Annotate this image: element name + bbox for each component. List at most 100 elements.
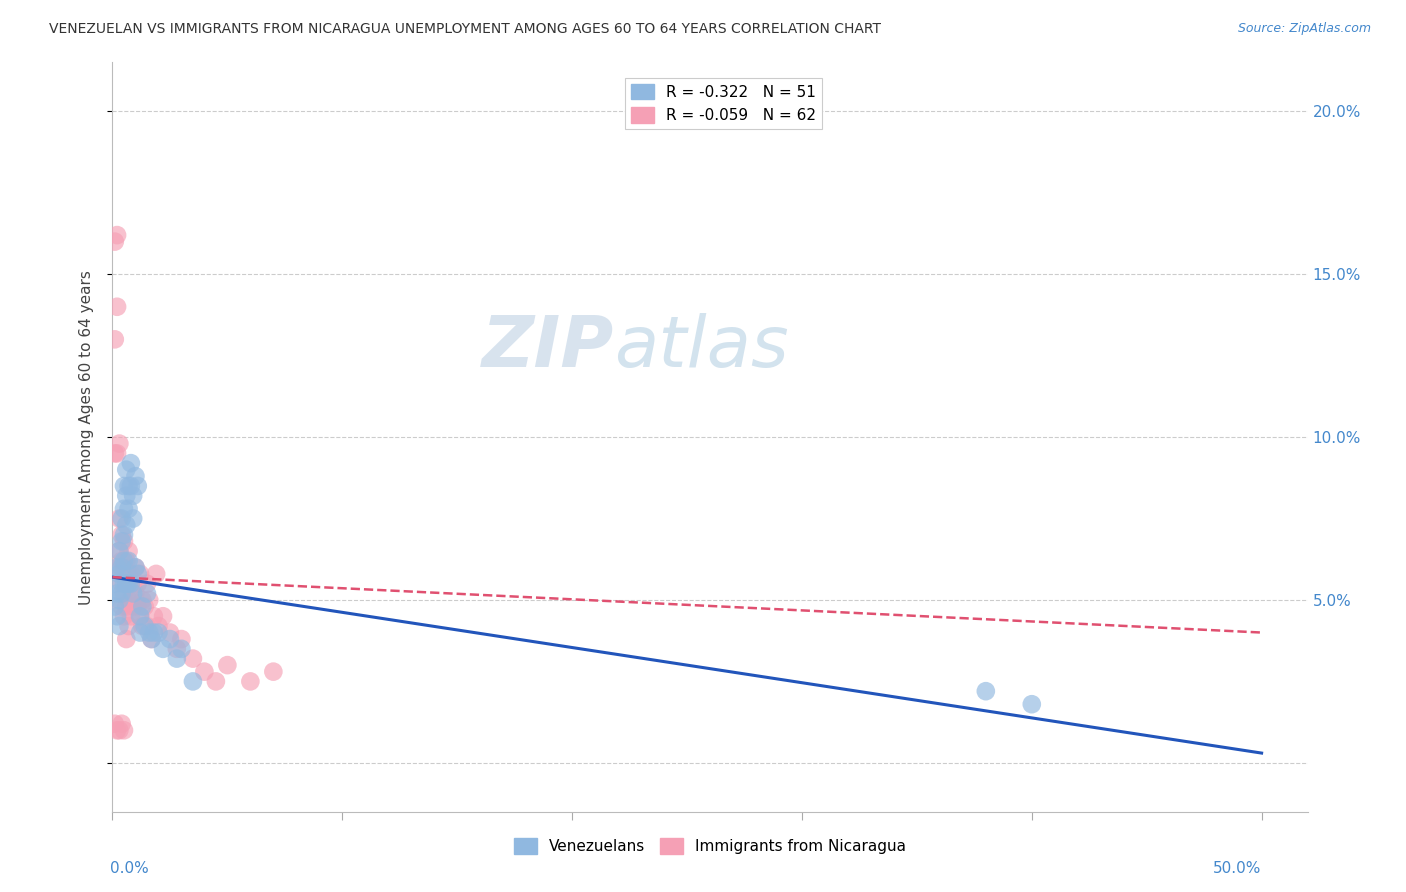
Point (129, 609, 152, 624)
Point (129, 625, 152, 640)
Y-axis label: Unemployment Among Ages 60 to 64 years: Unemployment Among Ages 60 to 64 years (79, 269, 94, 605)
Point (152, 609, 174, 624)
Point (148, 625, 170, 640)
Point (129, 566, 152, 581)
Point (117, 619, 139, 633)
Point (131, 599, 153, 614)
Text: ZIP: ZIP (482, 313, 614, 382)
Point (117, 479, 139, 493)
Point (112, 501, 135, 516)
Point (129, 609, 152, 624)
Point (108, 566, 131, 581)
Point (105, 586, 128, 600)
Point (108, 544, 131, 558)
Point (159, 625, 181, 640)
Point (108, 593, 131, 607)
Point (141, 632, 163, 646)
Point (142, 625, 165, 640)
Point (127, 576, 149, 591)
Legend: Venezuelans, Immigrants from Nicaragua: Venezuelans, Immigrants from Nicaragua (508, 832, 912, 860)
Point (112, 576, 135, 591)
Point (115, 576, 138, 591)
Text: VENEZUELAN VS IMMIGRANTS FROM NICARAGUA UNEMPLOYMENT AMONG AGES 60 TO 64 YEARS C: VENEZUELAN VS IMMIGRANTS FROM NICARAGUA … (49, 22, 882, 37)
Point (193, 665, 215, 679)
Point (104, 716, 127, 731)
Point (127, 566, 149, 581)
Point (112, 479, 135, 493)
Text: 50.0%: 50.0% (1213, 861, 1261, 876)
Point (112, 586, 135, 600)
Point (170, 632, 193, 646)
Point (105, 300, 128, 314)
Point (115, 489, 138, 503)
Point (152, 641, 174, 656)
Point (127, 479, 149, 493)
Point (124, 560, 146, 574)
Point (262, 665, 284, 679)
Point (122, 489, 145, 503)
Point (181, 651, 204, 665)
Text: 0.0%: 0.0% (110, 861, 149, 876)
Point (105, 609, 128, 624)
Point (122, 586, 145, 600)
Point (117, 593, 139, 607)
Point (120, 479, 142, 493)
Point (112, 560, 135, 574)
Point (117, 544, 139, 558)
Point (131, 619, 153, 633)
Text: atlas: atlas (614, 313, 789, 382)
Point (117, 554, 139, 568)
Point (122, 599, 145, 614)
Point (112, 534, 135, 549)
Point (104, 446, 127, 460)
Point (120, 566, 142, 581)
Point (134, 599, 156, 614)
Point (1021, 697, 1043, 711)
Point (127, 599, 149, 614)
Point (104, 235, 127, 249)
Point (115, 518, 138, 533)
Point (205, 674, 228, 689)
Point (105, 560, 128, 574)
Point (120, 576, 142, 591)
Point (141, 632, 163, 646)
Point (111, 511, 134, 525)
Point (115, 632, 138, 646)
Point (181, 674, 204, 689)
Point (108, 560, 131, 574)
Point (115, 576, 138, 591)
Point (159, 632, 181, 646)
Point (166, 641, 188, 656)
Point (974, 684, 997, 698)
Point (111, 528, 134, 542)
Point (104, 332, 127, 346)
Point (111, 560, 134, 574)
Point (111, 599, 134, 614)
Point (115, 599, 138, 614)
Point (111, 716, 134, 731)
Point (115, 463, 138, 477)
Point (111, 586, 134, 600)
Point (124, 560, 146, 574)
Point (117, 501, 139, 516)
Point (105, 446, 128, 460)
Point (111, 554, 134, 568)
Point (131, 593, 153, 607)
Point (111, 576, 134, 591)
Point (138, 593, 160, 607)
Point (117, 576, 139, 591)
Point (122, 511, 145, 525)
Point (134, 619, 156, 633)
Point (115, 554, 138, 568)
Point (120, 593, 142, 607)
Point (120, 609, 142, 624)
Point (108, 723, 131, 738)
Point (142, 609, 165, 624)
Point (124, 586, 146, 600)
Point (138, 625, 160, 640)
Point (112, 528, 135, 542)
Text: Source: ZipAtlas.com: Source: ZipAtlas.com (1237, 22, 1371, 36)
Point (124, 469, 146, 483)
Point (117, 566, 139, 581)
Point (108, 619, 131, 633)
